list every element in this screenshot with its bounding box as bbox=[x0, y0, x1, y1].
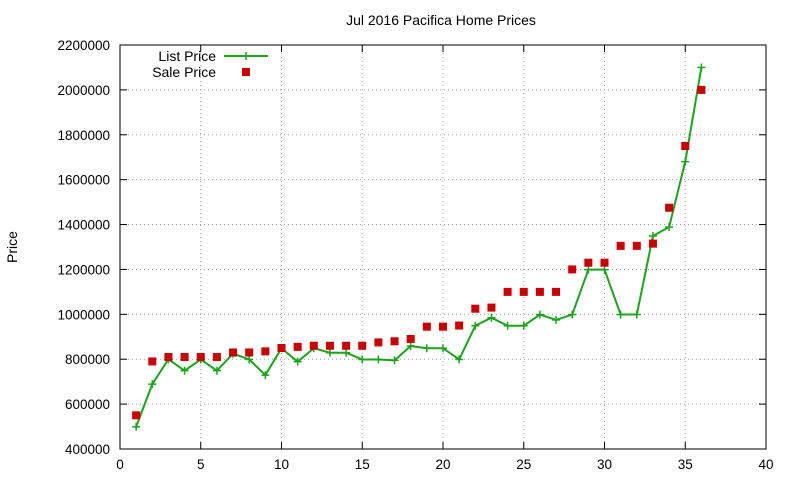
x-tick-label: 40 bbox=[758, 457, 773, 472]
plot-frame bbox=[119, 44, 767, 450]
list-price-point bbox=[245, 355, 254, 364]
sale-price-point bbox=[148, 357, 157, 366]
list-price-point bbox=[132, 422, 141, 431]
sale-price-point bbox=[245, 348, 254, 357]
series-layer bbox=[132, 63, 706, 431]
list-price-point bbox=[519, 321, 528, 330]
list-price-point bbox=[148, 380, 157, 389]
list-price-point bbox=[503, 321, 512, 330]
sale-price-point bbox=[342, 341, 351, 350]
axis-ticks: 0 5 10 15 20 25 30 35 40 400000 600000 800000 100000… bbox=[57, 38, 773, 472]
y-tick-label: 2200000 bbox=[57, 38, 110, 53]
list-price-point bbox=[616, 310, 625, 319]
x-tick-label: 0 bbox=[116, 457, 124, 472]
sale-price-point bbox=[261, 347, 270, 356]
list-price-point bbox=[697, 63, 706, 72]
x-tick-label: 30 bbox=[597, 457, 612, 472]
sale-price-point bbox=[374, 338, 383, 347]
sale-price-point bbox=[325, 341, 334, 350]
y-axis-label: Price bbox=[4, 231, 20, 263]
x-tick-label: 20 bbox=[435, 457, 450, 472]
list-price-point bbox=[358, 355, 367, 364]
legend-label-list-price: List Price bbox=[158, 48, 216, 64]
legend: List Price Sale Price bbox=[152, 48, 268, 80]
sale-price-point bbox=[229, 348, 238, 357]
sale-price-point bbox=[212, 352, 221, 361]
sale-price-point bbox=[132, 411, 141, 420]
y-tick-label: 800000 bbox=[65, 352, 110, 367]
sale-price-point bbox=[648, 239, 657, 248]
y-tick-label: 2000000 bbox=[57, 83, 110, 98]
list-price-point bbox=[212, 366, 221, 375]
sale-price-point bbox=[439, 322, 447, 331]
sale-price-point bbox=[632, 241, 641, 250]
list-price-point bbox=[439, 344, 447, 353]
list-price-point bbox=[390, 356, 399, 365]
sale-price-point bbox=[358, 341, 367, 350]
y-tick-label: 600000 bbox=[65, 397, 110, 412]
legend-swatch-sale-price-marker bbox=[242, 68, 250, 76]
x-tick-label: 15 bbox=[355, 457, 370, 472]
list-price-point bbox=[552, 315, 561, 324]
list-price-point bbox=[584, 265, 593, 274]
list-price-point bbox=[374, 355, 383, 364]
list-price-point bbox=[600, 265, 609, 274]
sale-price-point bbox=[471, 304, 480, 313]
sale-price-point bbox=[455, 321, 464, 330]
sale-price-point bbox=[568, 265, 577, 274]
sale-price-point bbox=[665, 203, 674, 212]
list-price-point bbox=[535, 310, 544, 319]
sale-price-point bbox=[164, 352, 173, 361]
list-price-point bbox=[455, 355, 464, 364]
x-tick-label: 25 bbox=[516, 457, 531, 472]
sale-price-point bbox=[616, 241, 625, 250]
legend-swatch-list-price-marker bbox=[242, 52, 250, 60]
list-price-point bbox=[325, 348, 334, 357]
sale-price-point bbox=[697, 85, 706, 94]
sale-price-point bbox=[390, 337, 399, 346]
list-price-point bbox=[665, 223, 674, 232]
sale-price-point bbox=[584, 258, 593, 267]
sale-price-point bbox=[681, 142, 690, 150]
sale-price-point bbox=[503, 287, 512, 296]
x-tick-label: 5 bbox=[197, 457, 205, 472]
sale-price-point bbox=[600, 258, 609, 267]
sale-price-point bbox=[519, 287, 528, 296]
list-price-line bbox=[135, 67, 703, 428]
y-tick-label: 1000000 bbox=[57, 307, 110, 322]
sale-price-point bbox=[552, 287, 561, 296]
list-price-point bbox=[648, 232, 657, 241]
list-price-point bbox=[681, 157, 690, 166]
y-tick-label: 1800000 bbox=[57, 128, 110, 143]
grid-lines bbox=[120, 45, 766, 449]
y-tick-label: 1600000 bbox=[57, 173, 110, 188]
chart-title: Jul 2016 Pacifica Home Prices bbox=[346, 12, 536, 28]
sale-price-point bbox=[309, 341, 318, 350]
x-tick-label: 35 bbox=[678, 457, 693, 472]
y-tick-label: 400000 bbox=[65, 442, 110, 457]
list-price-point bbox=[487, 313, 496, 322]
list-price-point bbox=[293, 357, 302, 366]
list-price-point bbox=[342, 348, 351, 357]
sale-price-point bbox=[406, 335, 415, 344]
sale-price-point bbox=[180, 352, 189, 361]
list-price-point bbox=[406, 341, 415, 350]
sale-price-point bbox=[487, 303, 496, 312]
legend-label-sale-price: Sale Price bbox=[152, 64, 216, 80]
list-price-point bbox=[422, 344, 431, 353]
sale-price-point bbox=[535, 287, 544, 296]
sale-price-point bbox=[422, 322, 431, 331]
list-price-point bbox=[180, 366, 189, 375]
list-price-point bbox=[632, 310, 641, 319]
sale-price-point bbox=[196, 352, 205, 361]
x-tick-label: 10 bbox=[274, 457, 289, 472]
sale-price-point bbox=[277, 344, 286, 352]
y-tick-label: 1200000 bbox=[57, 262, 110, 277]
list-price-point bbox=[471, 321, 480, 330]
y-tick-label: 1400000 bbox=[57, 218, 110, 233]
list-price-point bbox=[261, 371, 270, 380]
sale-price-point bbox=[293, 342, 302, 351]
list-price-point bbox=[568, 310, 577, 319]
